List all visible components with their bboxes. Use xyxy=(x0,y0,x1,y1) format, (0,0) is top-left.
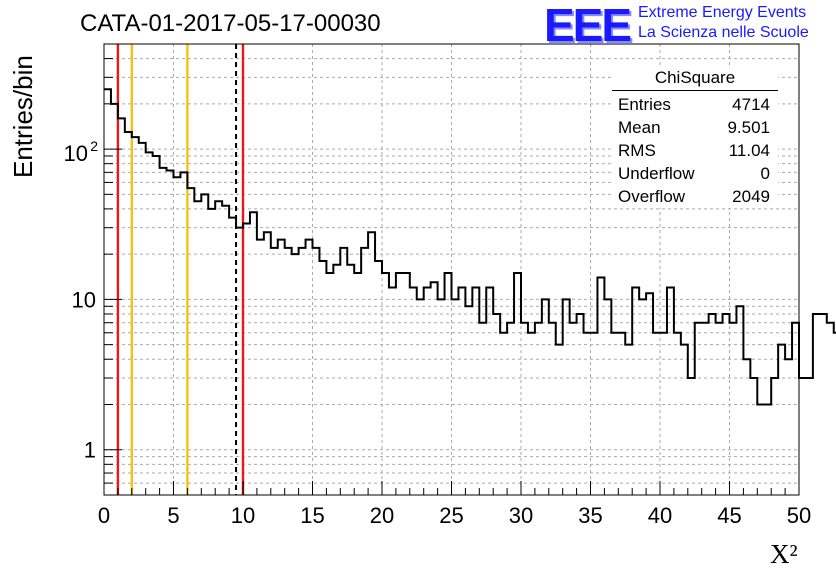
stats-box: ChiSquare Entries 4714 Mean 9.501 RMS 11… xyxy=(612,68,778,208)
stats-label: Entries xyxy=(618,95,671,114)
x-tick-label: 0 xyxy=(98,503,110,528)
x-tick-label: 50 xyxy=(787,503,811,528)
stats-value: 4714 xyxy=(732,95,770,114)
grid-lines xyxy=(104,44,799,495)
stats-row: Underflow 0 xyxy=(612,162,778,185)
stats-value: 11.04 xyxy=(728,141,770,160)
stats-title: ChiSquare xyxy=(612,68,778,91)
reference-lines xyxy=(116,44,245,495)
stats-row: Entries 4714 xyxy=(612,93,778,116)
x-tick-label: 30 xyxy=(509,503,533,528)
stats-label: RMS xyxy=(618,141,656,160)
stats-value: 0 xyxy=(760,164,770,183)
stats-label: Mean xyxy=(618,118,661,137)
stats-label: Overflow xyxy=(618,187,686,206)
x-tick-label: 20 xyxy=(370,503,394,528)
axis-ticks xyxy=(103,58,800,495)
x-tick-label: 15 xyxy=(300,503,324,528)
stats-row: Mean 9.501 xyxy=(612,116,778,139)
x-tick-label: 25 xyxy=(439,503,463,528)
stats-row: Overflow 2049 xyxy=(612,185,778,208)
logo-line-1: Extreme Energy Events xyxy=(638,4,807,21)
y-axis-label: Entries/bin xyxy=(8,55,38,178)
x-tick-label: 40 xyxy=(648,503,672,528)
y-tick-label: 1 xyxy=(84,438,96,463)
x-axis-label: X² xyxy=(770,539,798,569)
x-tick-label: 35 xyxy=(578,503,602,528)
chart-title: CATA-01-2017-05-17-00030 xyxy=(80,10,381,37)
stats-label: Underflow xyxy=(618,164,695,183)
eee-logo: EEE xyxy=(544,0,632,51)
histogram-line xyxy=(104,88,836,406)
logo-text: Extreme Energy Events La Scienza nelle S… xyxy=(638,3,809,43)
logo-line-2: La Scienza nelle Scuole xyxy=(638,24,809,41)
stats-value: 9.501 xyxy=(727,118,770,137)
x-tick-label: 5 xyxy=(167,503,179,528)
histogram-bars xyxy=(104,88,836,406)
x-tick-label: 10 xyxy=(231,503,255,528)
y-tick-label-exponent: 2 xyxy=(90,138,98,154)
stats-value: 2049 xyxy=(732,187,770,206)
x-tick-label: 45 xyxy=(717,503,741,528)
stats-row: RMS 11.04 xyxy=(612,139,778,162)
x-tick-labels: 0 5 10 15 20 25 30 35 40 45 50 xyxy=(98,503,811,528)
y-tick-label: 10 xyxy=(64,141,88,166)
y-tick-label: 10 xyxy=(72,287,96,312)
